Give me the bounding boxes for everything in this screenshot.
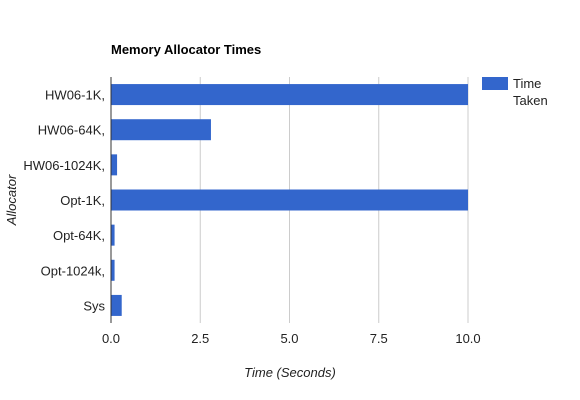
x-tick-label: 7.5	[370, 331, 388, 346]
y-tick-label: Opt-1024k,	[41, 263, 105, 278]
y-tick-label: Opt-64K,	[53, 228, 105, 243]
y-tick-label: HW06-64K,	[38, 123, 105, 138]
x-tick-label: 0.0	[102, 331, 120, 346]
legend: Time Taken	[482, 76, 548, 108]
bar	[111, 119, 211, 141]
y-tick-label: HW06-1K,	[45, 88, 105, 103]
chart-title: Memory Allocator Times	[111, 42, 261, 57]
y-tick-label: Sys	[83, 298, 105, 313]
y-tick-labels: HW06-1K, HW06-64K, HW06-1024K, Opt-1K, Opt-6…	[23, 88, 105, 314]
bar	[111, 84, 468, 106]
y-tick-label: Opt-1K,	[60, 193, 105, 208]
x-tick-label: 5.0	[280, 331, 298, 346]
x-tick-label: 10.0	[455, 331, 480, 346]
x-tick-labels: 0.0 2.5 5.0 7.5 10.0	[102, 331, 481, 346]
y-axis-title: Allocator	[4, 174, 19, 226]
bars	[111, 84, 468, 316]
x-axis-title: Time (Seconds)	[244, 365, 336, 380]
legend-swatch	[482, 77, 508, 90]
bar	[111, 189, 468, 211]
y-tick-label: HW06-1024K,	[23, 158, 105, 173]
bar	[111, 154, 118, 176]
legend-label-line-1: Time	[513, 76, 541, 91]
bar	[111, 259, 115, 281]
x-tick-label: 2.5	[191, 331, 209, 346]
bar	[111, 294, 122, 316]
legend-label-line-2: Taken	[513, 93, 548, 108]
bar	[111, 224, 115, 246]
